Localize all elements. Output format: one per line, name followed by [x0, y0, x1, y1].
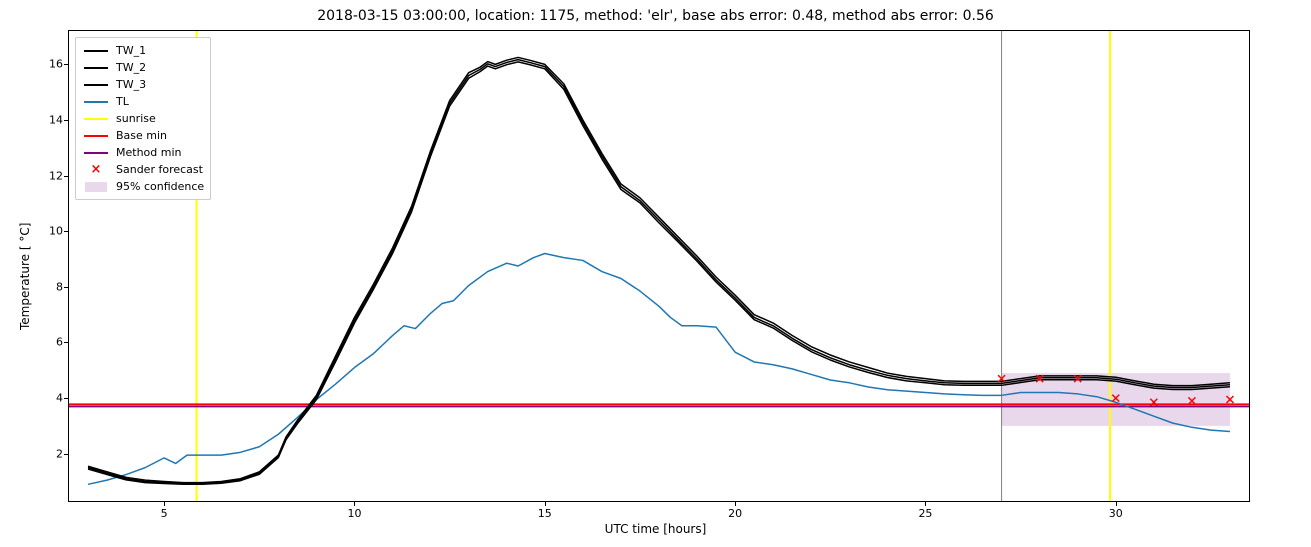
- legend-swatch: [82, 112, 110, 126]
- legend-entry: TW_3: [82, 76, 204, 93]
- legend-label: TW_2: [116, 61, 146, 74]
- legend-entry: TW_2: [82, 59, 204, 76]
- legend-entry: Base min: [82, 127, 204, 144]
- legend-label: 95% confidence: [116, 180, 204, 193]
- legend-swatch: [82, 95, 110, 109]
- legend-label: sunrise: [116, 112, 156, 125]
- legend-swatch: [82, 44, 110, 58]
- legend-entry: TL: [82, 93, 204, 110]
- legend: TW_1 TW_2 TW_3 TL sunrise Base min Method min ×…: [75, 37, 211, 200]
- legend-label: TW_1: [116, 44, 146, 57]
- figure: 2018-03-15 03:00:00, location: 1175, met…: [0, 0, 1311, 547]
- legend-label: Method min: [116, 146, 182, 159]
- plot-area: TW_1 TW_2 TW_3 TL sunrise Base min Method min ×…: [68, 30, 1250, 502]
- legend-entry: sunrise: [82, 110, 204, 127]
- legend-label: TL: [116, 95, 129, 108]
- y-axis-label: Temperature [ °C]: [18, 223, 32, 330]
- legend-entry: 95% confidence: [82, 178, 204, 195]
- legend-swatch: [82, 180, 110, 194]
- legend-entry: Method min: [82, 144, 204, 161]
- chart-title: 2018-03-15 03:00:00, location: 1175, met…: [0, 8, 1311, 24]
- legend-label: Base min: [116, 129, 167, 142]
- x-axis-label: UTC time [hours]: [0, 522, 1311, 536]
- legend-label: TW_3: [116, 78, 146, 91]
- plot-svg: [69, 31, 1249, 501]
- legend-label: Sander forecast: [116, 163, 203, 176]
- legend-swatch: [82, 146, 110, 160]
- legend-entry: × Sander forecast: [82, 161, 204, 178]
- legend-swatch: [82, 78, 110, 92]
- legend-entry: TW_1: [82, 42, 204, 59]
- legend-swatch: [82, 61, 110, 75]
- x-marker-icon: ×: [91, 163, 102, 176]
- legend-swatch: [82, 129, 110, 143]
- legend-swatch: ×: [82, 163, 110, 177]
